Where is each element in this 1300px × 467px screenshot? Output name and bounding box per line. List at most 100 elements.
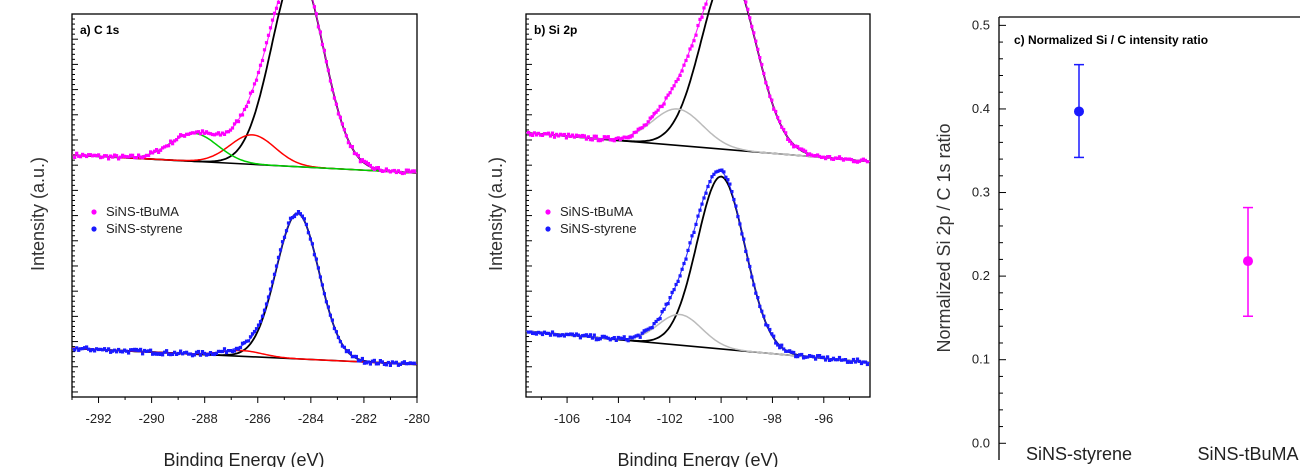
panel-b-data-point <box>610 138 614 142</box>
panel-a-data-point <box>183 351 187 355</box>
panel-a-data-point <box>244 104 249 109</box>
panel-a-data-point <box>388 170 392 174</box>
panel-b-data-point <box>658 317 662 321</box>
panel-b-data-point <box>596 337 600 342</box>
panel-b-data-point <box>616 335 620 340</box>
panel-a-data-point <box>224 351 229 355</box>
panel-b-data-point <box>792 350 796 355</box>
panel-b-data-point <box>722 170 726 174</box>
panel-b-data-point <box>612 336 616 340</box>
panel-b-fit-envelope <box>525 0 871 163</box>
panel-b-data-point <box>614 338 618 342</box>
panel-a-data-point <box>105 349 109 353</box>
panel-a-data-point <box>121 153 125 157</box>
panel-b-data-point <box>582 134 586 138</box>
panel-a-data-point <box>368 362 372 366</box>
panel-b-data-point <box>766 324 770 328</box>
panel-a-data-point <box>222 347 227 351</box>
panel-b-data-point <box>700 15 704 19</box>
panel-b-data-point <box>562 334 566 338</box>
panel-a-data-point <box>240 113 245 117</box>
panel-a-data-point <box>248 335 253 339</box>
panel-a-x-tick-label: -292 <box>86 411 112 426</box>
panel-a-data-point <box>250 332 255 336</box>
panel-a-data-point <box>131 348 135 352</box>
panel-b-data-point <box>853 360 858 364</box>
panel-b-data-point <box>776 343 780 347</box>
panel-b-data-point <box>772 334 776 338</box>
panel-a-data-point <box>192 353 197 357</box>
panel-b-data-point <box>658 104 662 108</box>
panel-a-data-point <box>85 345 89 349</box>
panel-b-data-point <box>780 343 784 347</box>
panel-b-data-point <box>861 157 865 161</box>
panel-a-data-point <box>336 112 340 116</box>
panel-a-data-point <box>390 360 394 364</box>
panel-a-data-point <box>366 162 370 166</box>
panel-a-data-point <box>356 153 360 158</box>
panel-a-data-point <box>117 157 121 161</box>
panel-b-data-point <box>704 191 708 195</box>
panel-a-data-point <box>149 348 153 352</box>
panel-a-data-point <box>135 347 139 352</box>
panel-b-data-point <box>808 354 812 358</box>
panel-b-data-point <box>588 138 592 142</box>
panel-a-data-point <box>362 159 366 163</box>
panel-b-data-point <box>604 135 608 139</box>
panel-b-data-point <box>596 139 600 143</box>
panel-a-legend-label: SiNS-styrene <box>106 221 183 236</box>
panel-a-data-point <box>280 240 285 244</box>
panel-b-data-point <box>726 178 730 182</box>
panel-a-data-point <box>232 349 237 353</box>
panel-a-x-tick-label: -288 <box>192 411 218 426</box>
panel-a-data-point <box>167 352 171 356</box>
panel-a-data-point <box>190 354 195 358</box>
panel-a-data-point <box>87 153 91 157</box>
panel-b-data-point <box>576 134 580 138</box>
panel-a-data-point <box>159 148 163 152</box>
panel-b-data-point <box>784 349 788 353</box>
panel-a-data-point <box>222 132 227 136</box>
panel-a-data-point <box>77 154 81 158</box>
panel-b-label: b) Si 2p <box>534 23 577 37</box>
panel-a-data-point <box>171 142 175 146</box>
panel-b-legend-label: SiNS-styrene <box>560 221 637 236</box>
panel-b-data-point <box>847 360 852 364</box>
panel-b-data-point <box>531 133 535 137</box>
panel-b-data-point <box>592 333 596 337</box>
panel-a-data-point <box>127 351 131 355</box>
panel-b-data-point <box>590 336 594 340</box>
panel-a-data-point <box>109 350 113 354</box>
panel-b-data-point <box>764 323 768 327</box>
panel-a-data-point <box>392 168 396 173</box>
panel-a-data-point <box>216 349 221 353</box>
panel-b-data-point <box>774 341 778 345</box>
panel-a-data-point <box>137 349 141 353</box>
panel-b-data-point <box>816 153 820 157</box>
panel-a-data-point <box>360 356 364 361</box>
panel-a-data-point <box>187 132 191 136</box>
panel-a-data-point <box>173 350 177 354</box>
panel-a-data-point <box>123 154 127 158</box>
panel-a-data-point <box>105 154 109 158</box>
panel-a-data-point <box>153 149 157 153</box>
panel-c-category-label: SiNS-styrene <box>1026 444 1132 464</box>
panel-b-data-point <box>692 39 696 43</box>
panel-b-data-point <box>680 69 684 73</box>
panel-b-data-point <box>592 134 596 138</box>
panel-b-data-point <box>768 327 772 332</box>
panel-a-data-point <box>192 131 197 135</box>
panel-a-data-point <box>236 347 241 351</box>
panel-a-data-point <box>204 353 209 357</box>
panel-b-legend-marker <box>545 226 551 232</box>
panel-a-data-point <box>242 341 247 345</box>
panel-a-data-point <box>175 352 179 356</box>
panel-a-data-point <box>396 363 400 367</box>
panel-a-data-point <box>125 155 129 159</box>
panel-a-data-point <box>97 153 101 157</box>
panel-a-data-point <box>412 361 416 365</box>
panel-b-data-point <box>632 130 636 135</box>
panel-a-data-point <box>93 349 97 353</box>
panel-a-data-point <box>388 363 392 367</box>
panel-a-data-point <box>400 361 404 365</box>
